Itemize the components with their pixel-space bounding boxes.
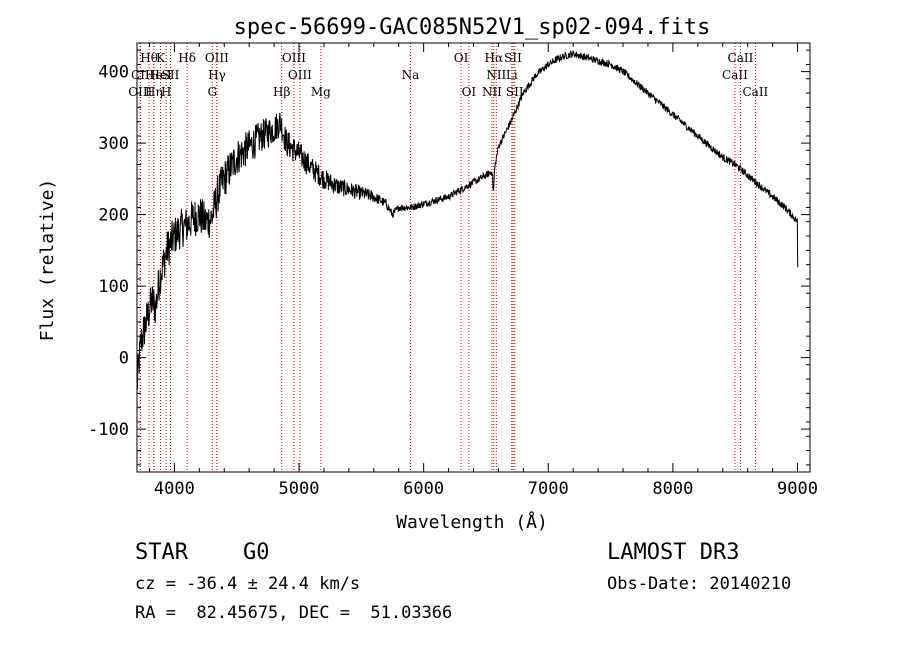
y-tick-label: -100 (88, 420, 129, 440)
line-label: Na (402, 68, 420, 82)
x-axis-label: Wavelength (Å) (396, 511, 548, 533)
x-tick-label: 7000 (528, 479, 569, 499)
line-label: OI (454, 51, 469, 65)
line-label: OI (462, 85, 477, 99)
x-tick-label: 5000 (279, 479, 320, 499)
line-label: SII (504, 51, 522, 65)
line-label: NII (482, 85, 502, 99)
plot-frame (136, 42, 811, 473)
x-tick-label: 6000 (403, 479, 444, 499)
chart-title: spec-56699-GAC085N52V1_sp02-094.fits (234, 15, 711, 40)
line-label: OIII (128, 85, 152, 99)
y-tick-label: 400 (98, 63, 129, 83)
y-axis-label: Flux (relative) (37, 179, 58, 342)
line-label: Hη (145, 85, 163, 99)
x-tick-label: 4000 (154, 479, 195, 499)
line-label: G (207, 85, 217, 99)
y-tick-label: 100 (98, 277, 129, 297)
line-label: HeI (149, 68, 172, 82)
y-tick-label: 0 (119, 349, 129, 369)
obs-date-text: Obs-Date: 20140210 (607, 574, 792, 594)
line-label: SII (506, 85, 524, 99)
line-label: CaII (722, 68, 748, 82)
line-label: Hα (485, 51, 504, 65)
redshift-text: cz = -36.4 ± 24.4 km/s (135, 574, 361, 594)
line-label: Li (506, 68, 518, 82)
line-label: CaII (728, 51, 754, 65)
line-label: CaII (742, 85, 768, 99)
line-label: OIII (288, 68, 312, 82)
subclass-label: G0 (243, 540, 270, 565)
class-label: STAR (135, 540, 188, 565)
y-tick-label: 300 (98, 134, 129, 154)
x-tick-label: 8000 (652, 479, 693, 499)
line-label: NII (486, 68, 506, 82)
line-label: SII (162, 68, 180, 82)
coords-text: RA = 82.45675, DEC = 51.03366 (135, 603, 453, 623)
line-label: Hδ (178, 51, 196, 65)
line-label: H (161, 85, 171, 99)
line-label: He (145, 68, 163, 82)
line-label: K (156, 51, 166, 65)
y-tick-label: 200 (98, 206, 129, 226)
line-label: Hγ (208, 68, 226, 82)
x-axis: 4000 5000 6000 7000 8000 9000 (148, 43, 818, 499)
spectrum-line (136, 50, 799, 390)
line-label: OIII (282, 51, 306, 65)
spectrum-series (136, 50, 799, 390)
survey-label: LAMOST DR3 (607, 540, 740, 565)
y-axis: -100 0 100 200 300 400 (88, 49, 810, 466)
x-tick-label: 9000 (777, 479, 818, 499)
line-label: Hβ (273, 85, 290, 99)
line-label: Mg (311, 85, 331, 99)
